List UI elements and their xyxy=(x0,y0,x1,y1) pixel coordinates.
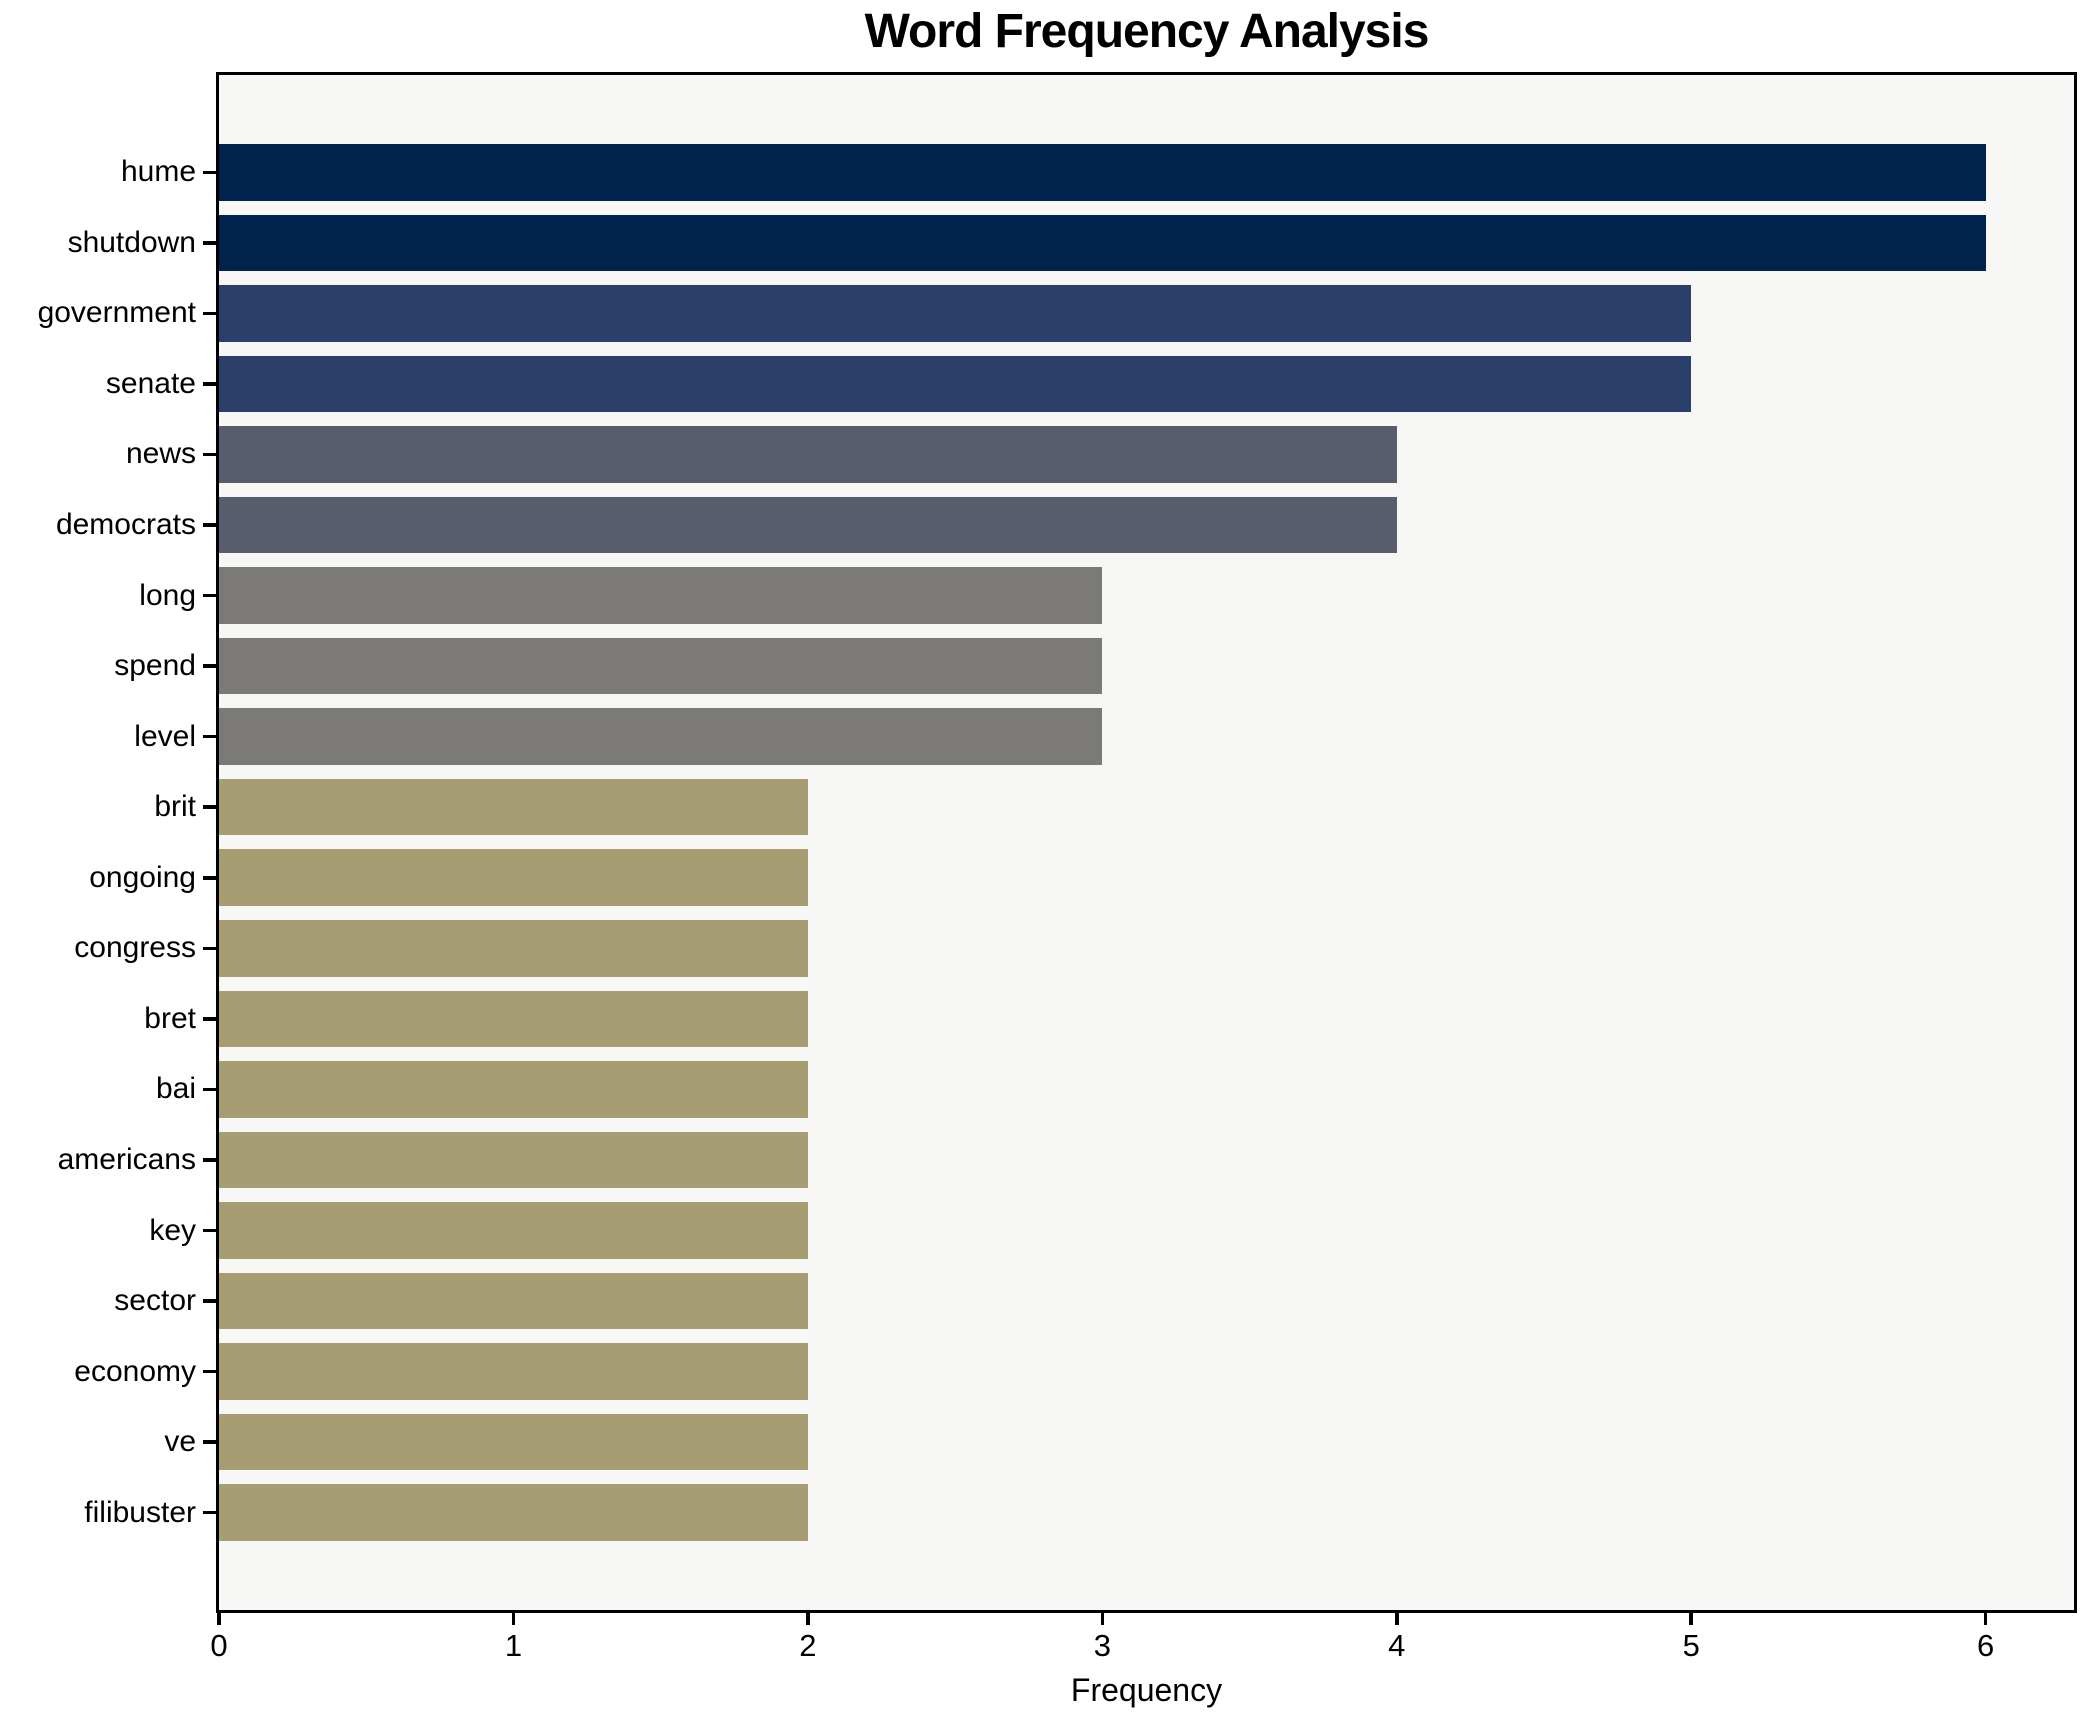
y-tick-mark xyxy=(203,1228,216,1233)
x-tick-mark xyxy=(217,1613,221,1625)
y-tick-label: key xyxy=(149,1213,196,1247)
y-tick-mark xyxy=(203,805,216,809)
bar-row xyxy=(219,1202,2074,1259)
y-tick-mark xyxy=(203,734,216,739)
y-tick-label: congress xyxy=(74,931,196,965)
x-tick-label: 6 xyxy=(1977,1628,1995,1663)
y-tick-mark xyxy=(203,170,216,174)
y-tick-mark xyxy=(203,311,216,316)
x-tick-mark xyxy=(1983,1613,1988,1625)
bar-row xyxy=(219,567,2074,624)
bar-row xyxy=(219,214,2074,272)
bar-row xyxy=(219,708,2074,765)
x-tick-mark xyxy=(1395,1613,1399,1625)
bar-row xyxy=(219,426,2074,483)
bar-row xyxy=(219,1272,2074,1330)
y-tick-label: brit xyxy=(154,790,196,824)
x-tick-label: 3 xyxy=(1093,1628,1111,1663)
y-tick-mark xyxy=(203,1510,216,1515)
bar-ongoing xyxy=(219,849,808,906)
bar-row xyxy=(219,849,2074,906)
bar-democrats xyxy=(219,496,1397,554)
bar-row xyxy=(219,1413,2074,1471)
chart-title: Word Frequency Analysis xyxy=(864,5,1430,58)
x-tick-mark xyxy=(511,1613,516,1625)
y-tick-label: economy xyxy=(74,1354,196,1388)
y-tick-mark xyxy=(203,1017,216,1021)
y-tick-label: shutdown xyxy=(67,225,196,259)
x-tick-label: 5 xyxy=(1682,1628,1700,1663)
y-tick-label: government xyxy=(37,296,196,330)
y-tick-label: ongoing xyxy=(89,860,196,894)
bar-economy xyxy=(219,1343,808,1400)
y-tick-mark xyxy=(203,523,216,527)
y-tick-label: long xyxy=(139,578,196,612)
bar-row xyxy=(219,1484,2074,1541)
bar-row xyxy=(219,144,2074,201)
bar-spend xyxy=(219,637,1103,695)
x-tick-label: 0 xyxy=(210,1628,228,1663)
y-tick-mark xyxy=(203,382,216,386)
y-tick-label: bai xyxy=(155,1072,196,1106)
y-tick-mark xyxy=(203,1087,216,1092)
y-tick-mark xyxy=(203,241,216,245)
bar-row xyxy=(219,990,2074,1048)
x-tick-label: 4 xyxy=(1388,1628,1406,1663)
bar-row xyxy=(219,285,2074,342)
x-tick-mark xyxy=(806,1613,810,1625)
y-tick-label: hume xyxy=(120,155,196,189)
bar-government xyxy=(219,285,1692,342)
bar-row xyxy=(219,778,2074,836)
bar-shutdown xyxy=(219,214,1986,272)
y-tick-mark xyxy=(203,1369,216,1374)
bar-level xyxy=(219,708,1103,765)
bar-row xyxy=(219,637,2074,695)
bars-container xyxy=(219,75,2074,1610)
bar-filibuster xyxy=(219,1484,808,1541)
y-tick-label: bret xyxy=(144,1001,196,1035)
x-tick-mark xyxy=(1100,1613,1105,1625)
y-tick-label: news xyxy=(125,437,196,471)
y-tick-label: level xyxy=(134,719,196,753)
y-tick-label: americans xyxy=(57,1142,196,1176)
bar-ve xyxy=(219,1413,808,1471)
bar-row xyxy=(219,920,2074,977)
bar-senate xyxy=(219,355,1692,413)
y-tick-mark xyxy=(203,946,216,951)
bar-key xyxy=(219,1202,808,1259)
bar-news xyxy=(219,426,1397,483)
bar-row xyxy=(219,355,2074,413)
y-tick-label: filibuster xyxy=(84,1495,196,1529)
plot-area xyxy=(216,72,2077,1613)
y-tick-mark xyxy=(203,1440,216,1444)
y-tick-label: democrats xyxy=(55,508,196,541)
y-tick-label: sector xyxy=(114,1284,196,1318)
y-tick-mark xyxy=(203,1158,216,1162)
bar-sector xyxy=(219,1272,808,1330)
x-tick-mark xyxy=(1689,1613,1693,1625)
y-tick-mark xyxy=(203,593,216,598)
bar-brit xyxy=(219,778,808,836)
bar-row xyxy=(219,1061,2074,1118)
bar-row xyxy=(219,1131,2074,1189)
bar-bai xyxy=(219,1061,808,1118)
y-tick-label: senate xyxy=(105,366,196,400)
bar-americans xyxy=(219,1131,808,1189)
y-tick-mark xyxy=(203,1299,216,1303)
bar-bret xyxy=(219,990,808,1048)
y-tick-mark xyxy=(203,876,216,880)
bar-hume xyxy=(219,144,1986,201)
y-tick-mark xyxy=(203,452,216,457)
x-tick-label: 1 xyxy=(504,1628,523,1663)
x-axis-title: Frequency xyxy=(1070,1672,1223,1708)
bar-row xyxy=(219,496,2074,554)
y-tick-mark xyxy=(203,664,216,668)
y-tick-label: ve xyxy=(164,1425,196,1459)
bar-congress xyxy=(219,920,808,977)
bar-row xyxy=(219,1343,2074,1400)
y-tick-label: spend xyxy=(114,649,196,683)
bar-long xyxy=(219,567,1103,624)
x-tick-label: 2 xyxy=(799,1628,817,1663)
